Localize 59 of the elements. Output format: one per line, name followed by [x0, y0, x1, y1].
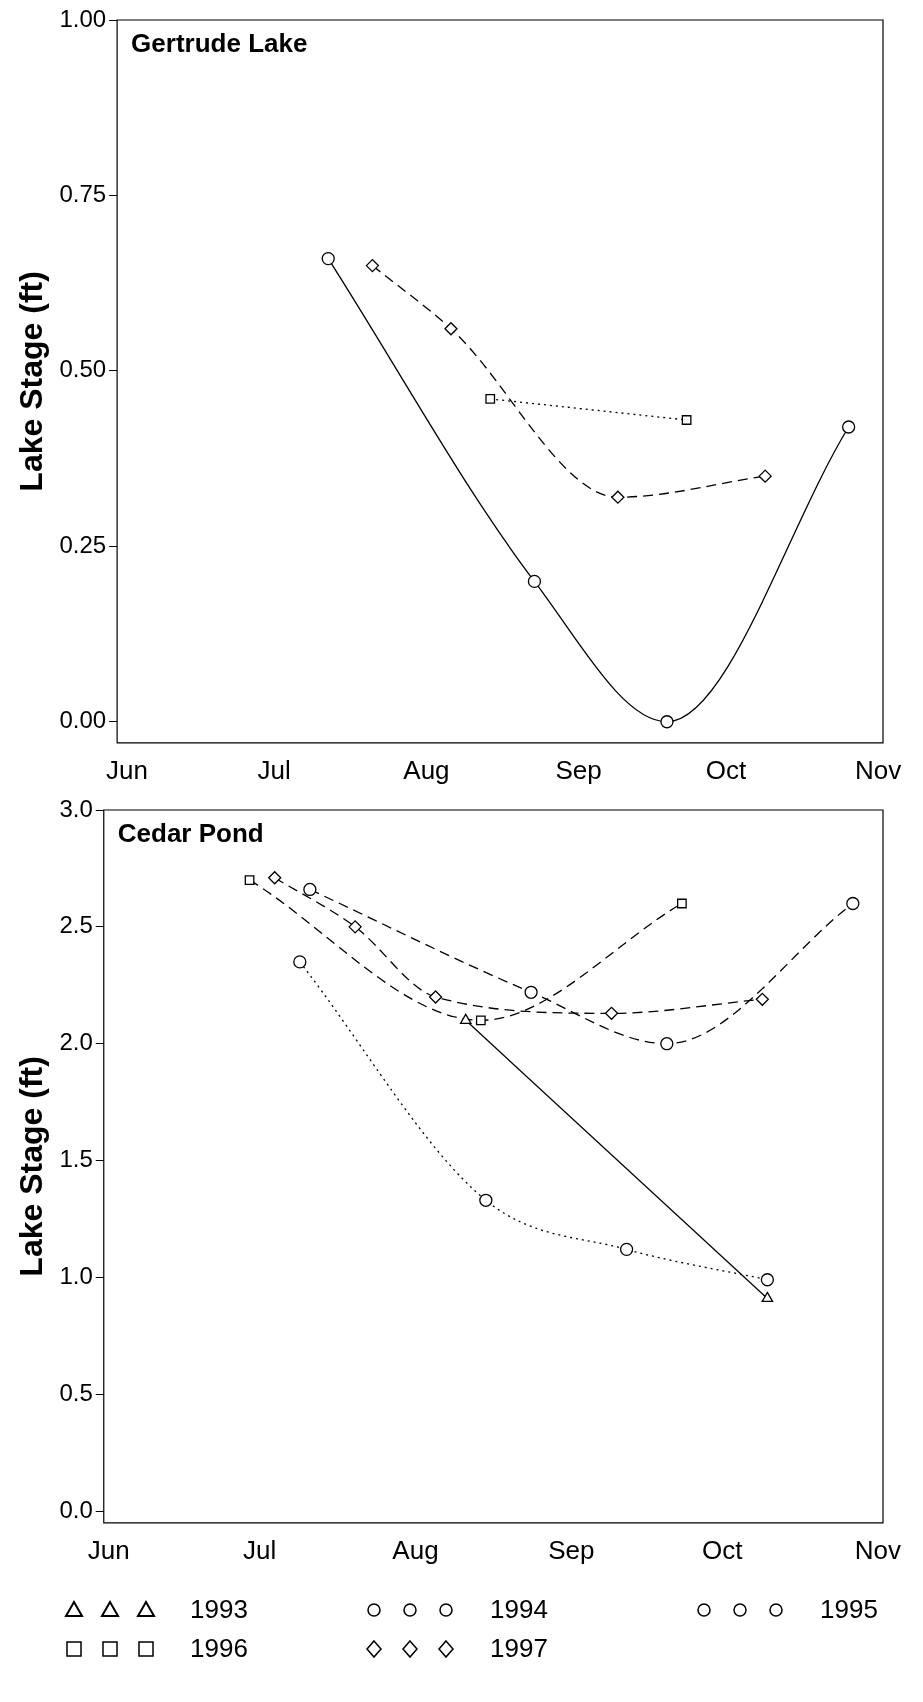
x-tick-label: Sep	[555, 754, 602, 785]
y-tick-label: 1.0	[59, 1262, 93, 1290]
point	[268, 871, 282, 885]
y-tick-label: 2.5	[59, 911, 93, 939]
x-tick-label: Oct	[701, 1534, 744, 1565]
point	[321, 251, 335, 266]
y-tick-label: 0.0	[59, 1495, 93, 1523]
point	[527, 574, 542, 589]
point	[428, 990, 443, 1004]
x-tick-label: Sep	[548, 1534, 595, 1565]
point	[841, 420, 856, 434]
y-tick-label: 0.50	[59, 355, 107, 383]
chart-title: Cedar Pond	[117, 818, 264, 849]
point	[365, 258, 380, 273]
legend-label: 1995	[820, 1594, 878, 1625]
legend-label: 1996	[190, 1633, 248, 1664]
x-tick-label: Aug	[403, 754, 450, 785]
point	[293, 955, 307, 969]
point	[660, 1037, 674, 1051]
legend-label: 1993	[190, 1594, 248, 1625]
point	[619, 1242, 634, 1257]
legend-label: 1994	[490, 1594, 548, 1625]
x-tick-label: Aug	[392, 1534, 439, 1565]
point	[681, 415, 692, 425]
y-tick-label: 1.00	[59, 4, 107, 32]
y-tick-label: 3.0	[59, 794, 93, 822]
point	[660, 715, 674, 729]
point	[846, 896, 860, 911]
y-tick-label: 0.75	[59, 180, 107, 208]
point	[758, 469, 772, 483]
x-tick-label: Nov	[854, 754, 902, 785]
y-tick-label: 0.25	[59, 530, 107, 558]
point	[524, 985, 538, 999]
point	[475, 1015, 486, 1026]
x-tick-label: Jul	[242, 1534, 277, 1565]
y-tick-label: 2.0	[59, 1028, 93, 1056]
y-tick-label: 1.5	[59, 1145, 93, 1173]
point	[444, 322, 458, 336]
point	[604, 1006, 619, 1020]
point	[755, 992, 769, 1006]
y-axis-title: Lake Stage (ft)	[13, 1056, 50, 1277]
point	[303, 882, 317, 897]
y-axis-title: Lake Stage (ft)	[13, 271, 50, 492]
legend-label: 1997	[490, 1633, 548, 1664]
point	[348, 920, 362, 934]
point	[485, 394, 496, 404]
x-tick-label: Jun	[87, 1534, 130, 1565]
y-tick-label: 0.00	[59, 706, 107, 734]
x-tick-label: Nov	[854, 1534, 902, 1565]
point	[479, 1193, 493, 1207]
point	[677, 898, 687, 909]
x-tick-label: Oct	[705, 754, 747, 785]
point	[760, 1273, 775, 1287]
point	[244, 875, 255, 885]
y-tick-label: 0.5	[59, 1378, 93, 1406]
x-tick-label: Jul	[257, 754, 291, 785]
x-tick-label: Jun	[105, 754, 148, 785]
point	[611, 490, 625, 504]
chart-title: Gertrude Lake	[131, 28, 308, 59]
